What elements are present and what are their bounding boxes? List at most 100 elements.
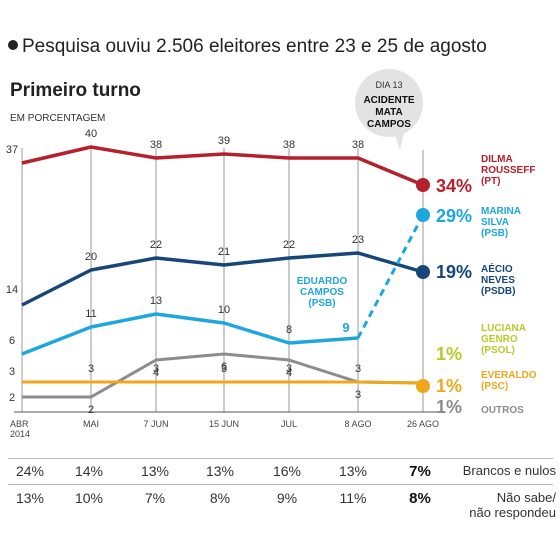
end-dot-aecio — [416, 265, 430, 279]
callout-line4: CAMPOS — [367, 119, 411, 130]
legend-line: DILMA — [481, 154, 513, 165]
x-tick-label: 26 AGO — [407, 419, 439, 429]
value-label-aecio: 22 — [283, 239, 295, 251]
unit-label: EM PORCENTAGEM — [10, 113, 106, 124]
headline: Pesquisa ouviu 2.506 eleitores entre 23 … — [8, 36, 487, 58]
value-label-everaldo: 3 — [221, 363, 227, 375]
legend-everaldo: EVERALDO (PSC) — [481, 370, 537, 392]
cell: 11% — [339, 490, 367, 506]
series-line-dilma — [21, 145, 424, 187]
value-label-outros: 2 — [9, 392, 15, 404]
x-tick-label-line: MAI — [83, 419, 99, 429]
value-label-dilma: 38 — [352, 139, 364, 151]
legend-line: GENRO — [481, 334, 518, 345]
value-label-campos: 10 — [218, 304, 230, 316]
cell: 13% — [140, 463, 170, 479]
legend-line: MARINA — [481, 206, 521, 217]
legend-line: (PT) — [481, 176, 500, 187]
final-value-everaldo: 1% — [436, 376, 462, 396]
legend-line: (PSOL) — [481, 345, 515, 356]
x-tick-label-line: 15 JUN — [209, 419, 239, 429]
final-value-marina: 29% — [436, 206, 472, 226]
legend-line: AÉCIO — [481, 262, 513, 275]
cell: 16% — [272, 463, 302, 479]
legend-line: (PSC) — [481, 381, 508, 392]
end-dot-marina — [416, 208, 430, 222]
legend-line: CAMPOS — [300, 287, 344, 298]
value-label-dilma: 40 — [85, 128, 97, 140]
cell: 13% — [15, 490, 45, 506]
cell: 8% — [209, 490, 231, 506]
x-tick-label-line: 2014 — [10, 429, 30, 439]
chart-title: Primeiro turno — [10, 80, 141, 101]
legend-line: (PSDB) — [481, 286, 515, 297]
value-label-campos: 6 — [9, 335, 15, 347]
x-tick-label-line: JUL — [281, 419, 297, 429]
value-label-aecio: 20 — [85, 251, 97, 263]
callout-pointer — [394, 133, 404, 150]
headline-text: Pesquisa ouviu 2.506 eleitores entre 23 … — [22, 36, 487, 57]
value-label-aecio: 14 — [6, 284, 18, 296]
cell: 13% — [205, 463, 235, 479]
cell: 8% — [409, 490, 431, 507]
x-tick-label-line: ABR — [10, 419, 29, 429]
cell: 14% — [74, 463, 104, 479]
value-label-dilma: 38 — [283, 139, 295, 151]
value-label-dilma: 39 — [218, 135, 230, 147]
legend-line: EDUARDO — [297, 276, 348, 287]
legend-line: (PSB) — [308, 298, 335, 309]
series-lines — [21, 145, 430, 399]
grid — [14, 148, 440, 413]
value-label-aecio: 23 — [352, 234, 364, 246]
final-value-dilma: 34% — [436, 176, 472, 196]
legend-line: SILVA — [481, 217, 509, 228]
table-divider — [8, 484, 553, 485]
legend-line: OUTROS — [481, 405, 524, 416]
legend: 34%DILMA ROUSSEFF (PT)29% MARINA SILVA (PSB)1… — [297, 154, 537, 417]
value-label-dilma: 38 — [150, 139, 162, 151]
value-label-everaldo: 3 — [9, 366, 15, 378]
row-label: Não sabe/não respondeu — [448, 490, 556, 520]
value-label-campos: 13 — [150, 295, 162, 307]
row-label-line: Não sabe/ — [496, 490, 556, 505]
x-tick-label-line: 8 AGO — [344, 419, 371, 429]
legend-dilma: DILMA ROUSSEFF (PT) — [481, 154, 535, 187]
cell: 24% — [15, 463, 45, 479]
table-divider-top — [8, 458, 553, 459]
cell: 10% — [74, 490, 104, 506]
value-label-outros: 2 — [88, 404, 94, 416]
bullet-icon — [8, 40, 18, 50]
legend-line: ROUSSEFF — [481, 165, 535, 176]
x-tick-label-line: 7 JUN — [143, 419, 168, 429]
value-label-everaldo: 3 — [153, 363, 159, 375]
x-tick-label: 8 AGO — [344, 419, 371, 429]
end-dot-dilma — [416, 178, 430, 192]
series-line-everaldo — [22, 380, 424, 385]
legend-eduardo-campos: EDUARDO CAMPOS (PSB) — [297, 276, 348, 309]
x-tick-label: 7 JUN — [143, 419, 168, 429]
value-label-dilma: 37 — [6, 144, 18, 156]
value-label-campos: 11 — [85, 308, 96, 320]
table-row-brancos: 24% 14% 13% 13% 16% 13% 7% Brancos e nul… — [0, 463, 560, 493]
accident-callout: DIA 13 ACIDENTE MATA CAMPOS — [355, 69, 423, 150]
value-label-everaldo: 3 — [88, 363, 94, 375]
cell: 13% — [338, 463, 368, 479]
x-tick-label: 15 JUN — [209, 419, 239, 429]
value-label-everaldo: 3 — [355, 363, 361, 375]
value-label-campos-last: 9 — [342, 320, 349, 335]
series-line-aecio — [21, 251, 424, 307]
end-dot-everaldo — [416, 379, 430, 393]
final-value-aecio: 19% — [436, 262, 472, 282]
value-label-aecio: 21 — [218, 246, 230, 258]
value-label-everaldo: 3 — [286, 363, 292, 375]
value-label-outros: 6 — [221, 361, 227, 373]
cell: 7% — [409, 463, 431, 480]
series-line-marina — [356, 214, 425, 339]
legend-line: EVERALDO — [481, 370, 537, 381]
final-value-outros: 1% — [436, 397, 462, 417]
legend-marina: MARINA SILVA (PSB) — [481, 206, 521, 239]
callout-bubble — [355, 69, 423, 137]
value-label-outros: 4 — [286, 367, 292, 379]
